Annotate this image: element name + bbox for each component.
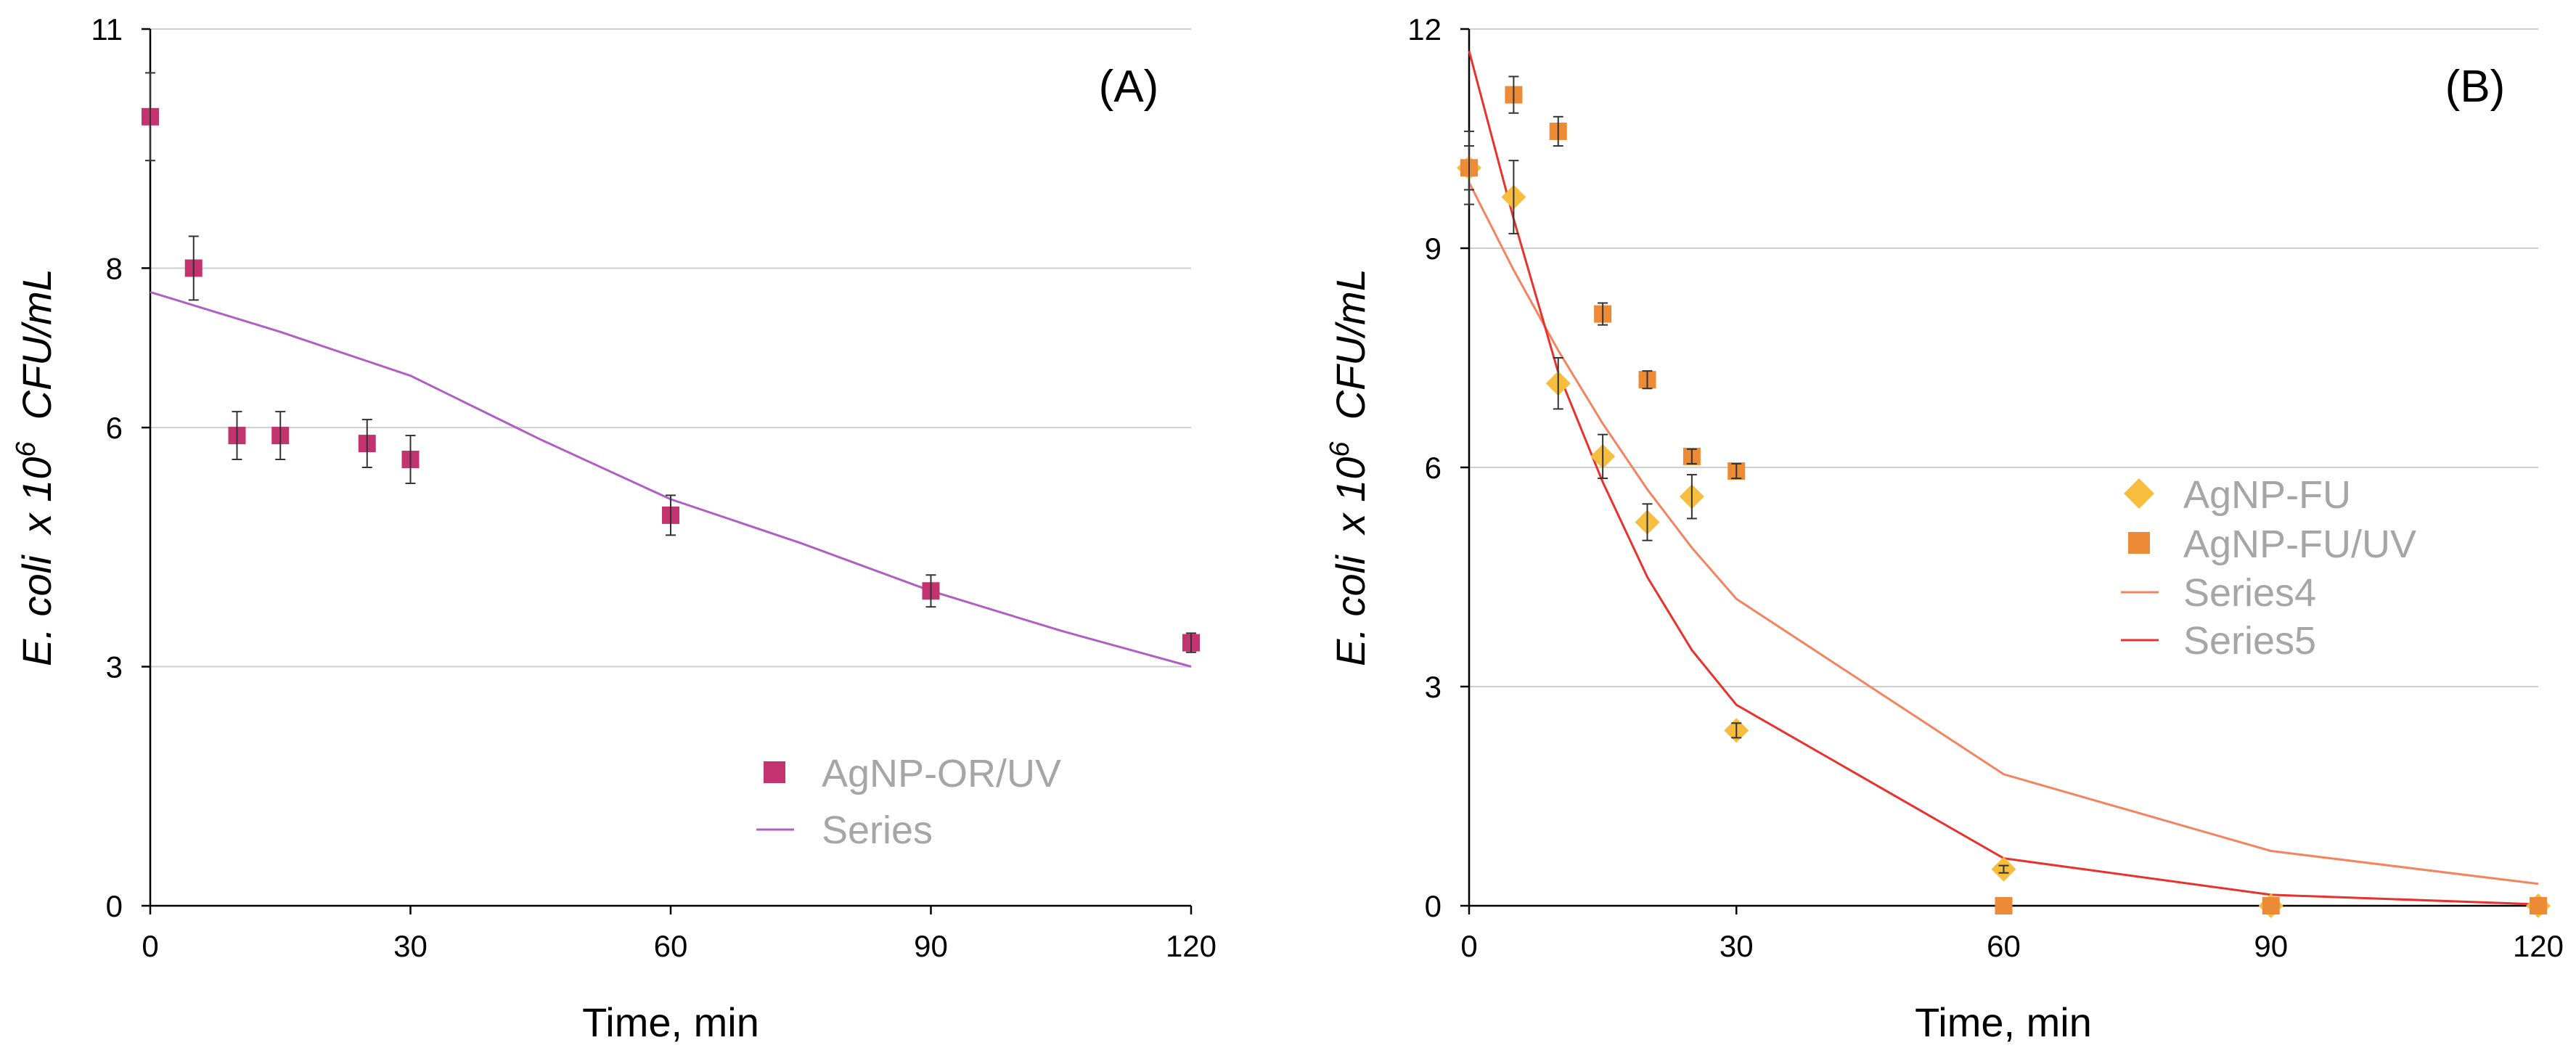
panel-b-point-agnp-fu-6 [1724, 718, 1749, 743]
panel-b-legend-label-agnp-fu-uv: AgNP-FU/UV [2183, 523, 2416, 566]
panel-b-xtick-label-120: 120 [2513, 929, 2564, 963]
panel-b-point-agnp-fu-uv-9 [2530, 897, 2547, 914]
panel-b-point-agnp-fu-3 [1590, 433, 1616, 480]
panel-b-ytick-label-0: 0 [1425, 889, 1442, 923]
panel-a-label: (A) [1099, 62, 1159, 112]
panel-b-legend-marker-agnp-fu-uv [2128, 532, 2150, 554]
panel-a-point-agnp-or-uv-0 [142, 72, 159, 162]
panel-b-point-agnp-fu-uv-5 [1682, 447, 1701, 465]
panel-b-ytick-label-9: 9 [1425, 232, 1442, 266]
panel-a-point-agnp-or-uv-2 [228, 411, 246, 461]
panel-a-ticks: 0 3 6 8 11 0 30 60 90 120 [91, 12, 1217, 963]
panel-b-marker-agnp-fu-uv-8 [2262, 897, 2280, 914]
panel-a-legend: AgNP-OR/UV Series [756, 752, 1061, 852]
panel-b-y-title-main: E. coli [1328, 554, 1373, 666]
panel-a-point-agnp-or-uv-5 [401, 435, 420, 484]
panel-b-xtick-label-0: 0 [1460, 929, 1477, 963]
panel-a-y-title-exp: 6 [11, 441, 41, 457]
panel-b-point-agnp-fu-uv-7 [1995, 897, 2013, 914]
panel-b-point-agnp-fu-1 [1501, 160, 1526, 234]
panel-b-point-agnp-fu-uv-0 [1460, 145, 1478, 191]
panel-a-point-agnp-or-uv-7 [922, 574, 940, 608]
panel-b-label: (B) [2445, 62, 2506, 112]
panel-b-point-agnp-fu-4 [1635, 503, 1660, 541]
panel-a-ytick-label-0: 0 [106, 889, 123, 923]
panel-a-legend-label-agnp-or-uv: AgNP-OR/UV [822, 752, 1061, 795]
panel-b-data [1457, 50, 2551, 918]
panel-b-legend-label-series4: Series4 [2183, 571, 2316, 615]
panel-a-point-agnp-or-uv-1 [184, 235, 203, 301]
panel-b-ytick-label-12: 12 [1407, 12, 1442, 46]
panel-b-line-series5 [1468, 50, 2539, 906]
panel-b-y-title-exp: 6 [1325, 441, 1355, 457]
panel-b-ytick-label-6: 6 [1425, 451, 1442, 485]
panel-a-y-title-main: E. coli [14, 554, 60, 666]
panel-b-point-agnp-fu-uv-3 [1594, 302, 1612, 326]
panel-a-ytick-label-3: 3 [106, 650, 123, 684]
panel-a-y-title: E. coli x 106 CFU/mL [11, 269, 60, 666]
panel-b-point-agnp-fu-uv-6 [1727, 462, 1746, 480]
panel-b-marker-agnp-fu-uv-9 [2530, 897, 2547, 914]
panel-b-line-series4 [1468, 181, 2539, 885]
panel-b-point-agnp-fu-2 [1545, 357, 1571, 410]
panel-a-ytick-label-8: 8 [106, 251, 123, 285]
panel-a-xtick-label-0: 0 [142, 929, 158, 963]
panel-a-xtick-label-120: 120 [1166, 929, 1217, 963]
panel-b-legend-label-series5: Series5 [2183, 619, 2316, 663]
panel-a-point-agnp-or-uv-6 [662, 494, 679, 536]
panel-b-xtick-label-30: 30 [1720, 929, 1754, 963]
panel-a-xtick-label-90: 90 [914, 929, 948, 963]
panel-b-y-title: E. coli x 106 CFU/mL [1325, 269, 1373, 666]
panel-b-point-agnp-fu-7 [1991, 856, 2016, 882]
panel-b-legend-label-agnp-fu: AgNP-FU [2183, 473, 2351, 517]
panel-b-y-title-mult: x 10 [1328, 457, 1373, 536]
panel-a-point-agnp-or-uv-4 [358, 419, 376, 468]
panel-a-ytick-label-11: 11 [91, 12, 123, 46]
panel-b-point-agnp-fu-uv-2 [1549, 115, 1567, 147]
panel-b-xtick-label-60: 60 [1987, 929, 2021, 963]
panel-b-ytick-label-3: 3 [1425, 670, 1442, 704]
panel-a-xtick-label-30: 30 [393, 929, 428, 963]
panel-a-y-title-mult: x 10 [14, 457, 60, 536]
panel-b-point-agnp-fu-uv-4 [1638, 370, 1656, 390]
panel-b-x-title: Time, min [1915, 999, 2092, 1045]
panel-b-marker-agnp-fu-uv-7 [1995, 897, 2013, 914]
panel-b-point-agnp-fu-5 [1679, 474, 1704, 520]
panel-b-legend-marker-agnp-fu [2124, 478, 2154, 509]
panel-b-gridlines [1469, 28, 2538, 687]
panel-a-y-title-unit: CFU/mL [14, 269, 60, 419]
panel-a-line-series [150, 290, 1192, 668]
panel-a-xtick-label-60: 60 [654, 929, 688, 963]
panel-b-xtick-label-90: 90 [2254, 929, 2288, 963]
panel-b-point-agnp-fu-uv-8 [2262, 897, 2280, 914]
panel-a-legend-label-series: Series [822, 809, 933, 852]
panel-a: 0 3 6 8 11 0 30 60 90 120 (A) Time, min E. coli x … [11, 12, 1217, 1045]
panel-b-point-agnp-fu-uv-1 [1505, 75, 1523, 114]
panel-a-ytick-label-6: 6 [106, 411, 123, 445]
panel-a-data [142, 72, 1200, 668]
panel-a-legend-marker-agnp-or-uv [764, 761, 785, 783]
panel-a-point-agnp-or-uv-8 [1182, 632, 1200, 653]
panel-a-gridlines [150, 28, 1191, 668]
panel-a-x-title: Time, min [582, 999, 759, 1045]
panel-b-y-title-unit: CFU/mL [1328, 269, 1373, 419]
panel-a-point-agnp-or-uv-3 [271, 411, 290, 461]
panel-b-legend: AgNP-FU AgNP-FU/UV Series4 Series5 [2121, 473, 2416, 663]
